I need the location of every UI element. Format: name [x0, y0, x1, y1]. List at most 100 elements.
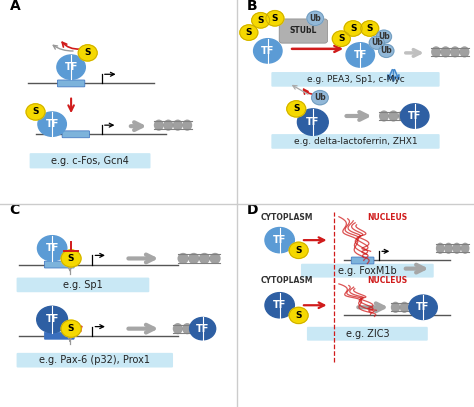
- FancyBboxPatch shape: [271, 72, 439, 87]
- Ellipse shape: [436, 243, 445, 254]
- Text: TF: TF: [273, 235, 286, 245]
- Text: e.g. Pax-6 (p32), Prox1: e.g. Pax-6 (p32), Prox1: [39, 355, 150, 365]
- FancyBboxPatch shape: [17, 353, 173, 368]
- Circle shape: [379, 44, 394, 57]
- Circle shape: [240, 25, 258, 40]
- Text: S: S: [295, 311, 302, 320]
- Ellipse shape: [418, 302, 427, 313]
- Ellipse shape: [173, 323, 183, 334]
- Circle shape: [409, 295, 437, 319]
- Text: S: S: [295, 246, 302, 255]
- Ellipse shape: [388, 110, 398, 122]
- Text: NUCLEUS: NUCLEUS: [367, 276, 408, 285]
- Text: A: A: [9, 0, 20, 13]
- Circle shape: [311, 91, 328, 105]
- Ellipse shape: [441, 46, 450, 57]
- Ellipse shape: [409, 302, 418, 313]
- Text: S: S: [32, 107, 39, 116]
- Text: TF: TF: [306, 117, 319, 127]
- Circle shape: [332, 31, 350, 46]
- Ellipse shape: [173, 120, 183, 131]
- Text: TF: TF: [46, 119, 59, 129]
- Text: Ub: Ub: [310, 14, 321, 23]
- Text: e.g. c-Fos, Gcn4: e.g. c-Fos, Gcn4: [51, 156, 129, 166]
- Text: S: S: [272, 14, 278, 23]
- Circle shape: [265, 228, 294, 253]
- Text: Ub: Ub: [381, 46, 392, 55]
- Ellipse shape: [444, 243, 453, 254]
- Ellipse shape: [431, 46, 441, 57]
- FancyBboxPatch shape: [62, 131, 90, 138]
- Text: TF: TF: [46, 315, 59, 324]
- Circle shape: [265, 293, 294, 318]
- Text: S: S: [84, 48, 91, 57]
- Text: TF: TF: [46, 243, 59, 253]
- Circle shape: [37, 236, 67, 261]
- Text: e.g. PEA3, Sp1, c-Myc: e.g. PEA3, Sp1, c-Myc: [307, 75, 404, 84]
- FancyBboxPatch shape: [301, 264, 434, 278]
- Circle shape: [361, 21, 379, 36]
- Circle shape: [344, 21, 362, 36]
- Text: TF: TF: [416, 302, 430, 312]
- Circle shape: [266, 11, 284, 26]
- Ellipse shape: [191, 323, 202, 334]
- Ellipse shape: [379, 110, 389, 122]
- Ellipse shape: [201, 323, 211, 334]
- Circle shape: [38, 112, 66, 136]
- Text: C: C: [9, 203, 20, 217]
- Text: TF: TF: [408, 111, 421, 121]
- Circle shape: [254, 39, 282, 63]
- Ellipse shape: [459, 46, 469, 57]
- Text: e.g. ZIC3: e.g. ZIC3: [346, 329, 389, 339]
- Text: S: S: [68, 254, 74, 263]
- Text: S: S: [350, 24, 356, 33]
- Ellipse shape: [453, 243, 461, 254]
- Circle shape: [287, 101, 306, 117]
- Text: Ub: Ub: [314, 93, 326, 102]
- Ellipse shape: [199, 253, 210, 264]
- Circle shape: [289, 242, 308, 258]
- Text: CYTOPLASM: CYTOPLASM: [261, 213, 313, 222]
- Ellipse shape: [182, 120, 192, 131]
- Ellipse shape: [210, 253, 221, 264]
- Ellipse shape: [450, 46, 460, 57]
- Ellipse shape: [407, 110, 417, 122]
- Circle shape: [298, 109, 328, 136]
- Text: S: S: [293, 104, 300, 114]
- Text: Ub: Ub: [378, 32, 390, 41]
- Text: CYTOPLASM: CYTOPLASM: [261, 276, 313, 285]
- Text: TF: TF: [196, 324, 210, 334]
- Text: NUCLEUS: NUCLEUS: [367, 213, 408, 222]
- Circle shape: [307, 11, 324, 25]
- Circle shape: [346, 43, 374, 67]
- Ellipse shape: [177, 253, 189, 264]
- Ellipse shape: [400, 302, 409, 313]
- FancyBboxPatch shape: [29, 153, 151, 168]
- Circle shape: [252, 13, 270, 28]
- Text: S: S: [246, 28, 252, 37]
- FancyBboxPatch shape: [307, 327, 428, 341]
- Ellipse shape: [391, 302, 400, 313]
- Circle shape: [61, 250, 81, 267]
- Circle shape: [57, 55, 85, 79]
- Circle shape: [376, 30, 392, 43]
- FancyBboxPatch shape: [45, 332, 74, 339]
- FancyBboxPatch shape: [351, 257, 374, 264]
- Text: S: S: [366, 24, 373, 33]
- Circle shape: [190, 317, 216, 340]
- Ellipse shape: [163, 120, 173, 131]
- Text: e.g. FoxM1b: e.g. FoxM1b: [338, 266, 397, 276]
- Ellipse shape: [461, 243, 469, 254]
- Circle shape: [61, 320, 81, 337]
- FancyBboxPatch shape: [279, 19, 328, 43]
- Text: S: S: [338, 34, 345, 43]
- FancyBboxPatch shape: [271, 134, 439, 149]
- Circle shape: [78, 45, 97, 61]
- Text: TF: TF: [354, 50, 367, 60]
- Circle shape: [37, 306, 68, 333]
- Text: D: D: [246, 203, 258, 217]
- Text: e.g. delta-lactoferrin, ZHX1: e.g. delta-lactoferrin, ZHX1: [294, 137, 417, 146]
- Circle shape: [26, 104, 45, 120]
- Text: TF: TF: [261, 46, 274, 56]
- Text: Ub: Ub: [371, 38, 383, 47]
